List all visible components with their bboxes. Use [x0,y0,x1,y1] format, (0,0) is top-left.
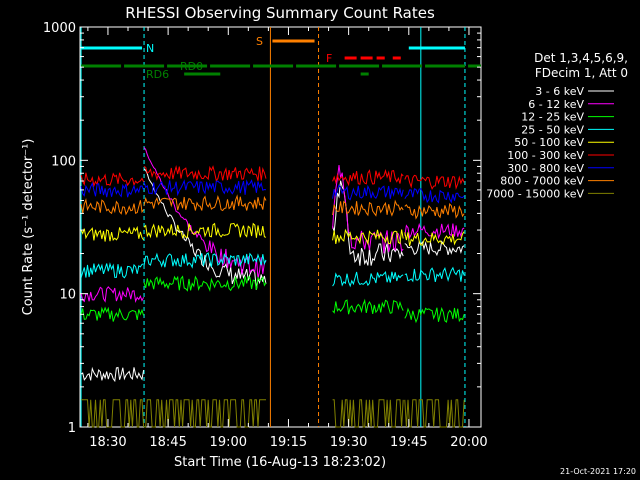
x-tick-label: 19:00 [210,435,247,450]
series-line [143,168,267,290]
legend-label: 3 - 6 keV [535,85,584,98]
series-line [143,194,267,212]
status-bar-label: RD6 [146,68,169,81]
series-line [80,225,145,242]
series-line [332,168,404,187]
x-tick-label: 19:45 [390,435,427,450]
legend-label: 25 - 50 keV [521,123,584,136]
series-line [332,399,404,428]
series-line [332,228,404,246]
y-axis-label: Count Rate (s⁻¹ detector⁻¹) [21,139,36,316]
series-line [332,184,404,201]
footer-date: 21-Oct-2021 17:20 [560,467,636,476]
data-gaps [80,27,466,427]
status-bar-label: S [256,35,263,48]
series-line [80,366,145,383]
status-bars: N S F RD0 RD6 [81,35,481,81]
y-tick-label: 10 [59,288,76,303]
series-line [332,270,404,288]
plot-frame [79,26,482,428]
series-line [404,306,465,324]
legend-label: 50 - 100 keV [514,136,584,149]
series-line [80,286,145,303]
y-axis: 1 10 100 1000 [43,21,481,436]
series-line [143,164,267,182]
x-tick-label: 20:00 [450,435,487,450]
series-line [404,202,465,220]
series-line [80,197,145,216]
series-line [404,188,465,204]
legend-header-2: FDecim 1, Att 0 [535,66,628,80]
legend-label: 7000 - 15000 keV [486,187,584,200]
series-line [144,399,266,428]
x-tick-label: 18:30 [89,435,126,450]
y-tick-label: 1000 [43,21,76,36]
x-tick-label: 18:45 [149,435,186,450]
series-line [80,306,145,322]
legend-label: 800 - 7000 keV [500,175,584,188]
series-line [404,231,465,247]
x-axis-label: Start Time (16-Aug-13 18:23:02) [174,455,386,470]
x-tick-label: 19:15 [270,435,307,450]
status-bar-label: F [326,52,332,65]
series-line [404,266,465,283]
series-line [143,179,267,197]
series-line [80,172,145,188]
series-line [404,174,465,190]
series-line [404,222,465,240]
legend-label: 6 - 12 keV [528,98,584,111]
y-tick-label: 1 [68,421,76,436]
series-line [80,181,145,198]
chart-title: RHESSI Observing Summary Count Rates [125,4,435,22]
series-line [404,240,465,257]
legend-label: 300 - 800 keV [507,162,584,175]
series-line [143,275,267,292]
series-line [143,222,267,240]
x-tick-label: 19:30 [330,435,367,450]
status-bar-label: RD0 [180,60,203,73]
y-tick-label: 100 [51,154,76,169]
status-bar-label: N [146,42,154,55]
legend-header-1: Det 1,3,4,5,6,9, [534,51,628,65]
legend: Det 1,3,4,5,6,9, FDecim 1, Att 0 3 - 6 k… [486,51,628,200]
series-line [80,262,144,279]
series-lines [80,146,465,428]
series-line [81,399,145,428]
series-line [332,298,404,315]
legend-label: 100 - 300 keV [507,149,584,162]
series-line [404,399,465,428]
legend-label: 12 - 25 keV [521,111,584,124]
x-axis: 18:30 18:45 19:00 19:15 19:30 19:45 20:00 [87,27,488,450]
series-line [332,199,404,217]
series-line [143,252,267,269]
